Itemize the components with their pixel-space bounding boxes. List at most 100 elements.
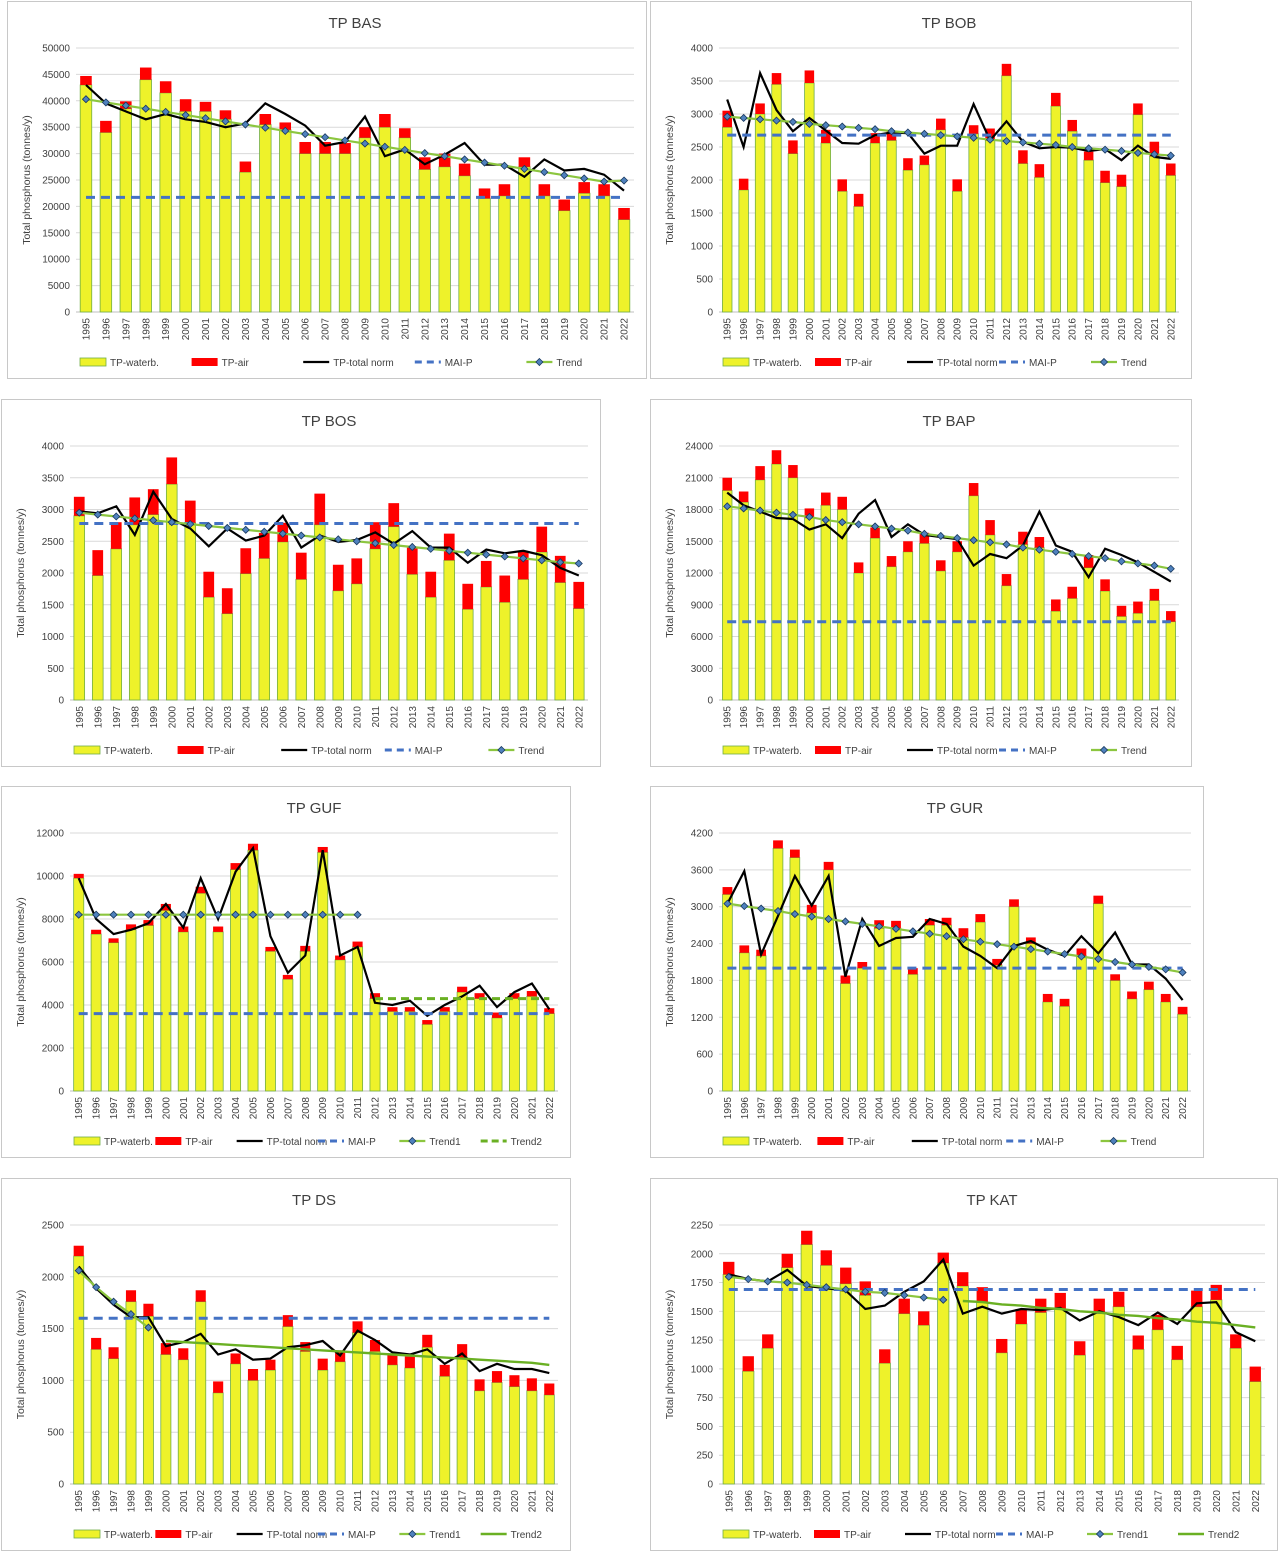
legend-label: TP-total norm xyxy=(942,1137,1003,1148)
x-tick-label: 2007 xyxy=(920,318,931,341)
bar-tp-waterb xyxy=(125,929,137,1092)
series-line-trend2 xyxy=(962,1299,1256,1329)
x-tick-label: 2015 xyxy=(1060,1097,1071,1120)
bar-tp-waterb xyxy=(230,869,242,1092)
bar-tp-air xyxy=(788,140,798,154)
bar-tp-waterb xyxy=(902,169,914,313)
trend-marker xyxy=(537,556,546,565)
chart-gur: TP GUR Total phosphorus (tonnes/y) 0 600 120… xyxy=(664,800,1191,1148)
y-tick-label: 9000 xyxy=(691,600,714,611)
bar-tp-air xyxy=(480,560,492,587)
bar-tp-air xyxy=(1116,174,1127,187)
x-tick-label: 2014 xyxy=(405,1490,416,1513)
legend-label: TP-air xyxy=(222,358,250,369)
bar-tp-waterb xyxy=(404,1011,416,1092)
trend-marker xyxy=(969,536,978,545)
y-tick-label: 20000 xyxy=(42,202,70,213)
chart-panel-ds: TP DS Total phosphorus (tonnes/y) 0 500 1000… xyxy=(1,1178,571,1551)
legend-label: MAI-P xyxy=(1026,1530,1054,1541)
bar-tp-waterb xyxy=(804,517,815,701)
trend-marker xyxy=(821,516,830,525)
bar-tp-waterb xyxy=(108,942,120,1092)
bar-tp-waterb xyxy=(478,198,491,313)
bar-tp-air xyxy=(738,178,749,190)
x-tick-label: 1998 xyxy=(130,706,141,729)
legend-label: Trend1 xyxy=(429,1530,461,1541)
bar-tp-waterb xyxy=(919,164,930,313)
bar-tp-waterb xyxy=(247,1379,259,1485)
legend-tp-waterb: TP-waterb. xyxy=(722,1136,802,1148)
bar-tp-waterb xyxy=(1132,612,1144,701)
x-tick-label: 2017 xyxy=(520,318,531,341)
series-line-trend xyxy=(79,511,579,565)
trend-marker xyxy=(1043,947,1052,956)
x-tick-label: 2010 xyxy=(336,1097,347,1120)
y-tick-label: 10000 xyxy=(42,255,70,266)
bar-tp-air xyxy=(299,141,311,154)
trend-marker xyxy=(790,910,799,919)
trend-marker xyxy=(144,910,153,919)
y-tick-label: 1000 xyxy=(42,632,65,643)
bar-tp-air xyxy=(1042,993,1053,1002)
trend-marker xyxy=(1161,965,1170,974)
legend-label: TP-air xyxy=(847,1137,875,1148)
bar-tp-waterb xyxy=(840,983,851,1092)
bar-tp-air xyxy=(352,941,363,947)
trend-marker xyxy=(1002,136,1011,146)
y-tick-label: 0 xyxy=(58,696,64,707)
y-tick-label: 40000 xyxy=(42,96,70,107)
legend-mai-p: MAI-P xyxy=(318,1137,376,1148)
bar-tp-air xyxy=(886,556,897,567)
y-tick-label: 2500 xyxy=(691,143,714,154)
bar-tp-air xyxy=(439,1007,450,1012)
bar-tp-waterb xyxy=(1067,597,1078,701)
bar-tp-waterb xyxy=(890,927,902,1092)
x-tick-label: 2011 xyxy=(353,1490,364,1512)
y-tick-label: 500 xyxy=(47,664,64,675)
legend-swatch xyxy=(722,745,750,755)
y-tick-label: 0 xyxy=(64,308,70,319)
x-tick-label: 2008 xyxy=(301,1097,312,1120)
bar-tp-air xyxy=(240,548,252,574)
x-tick-label: 2010 xyxy=(352,706,363,729)
bar-tp-waterb xyxy=(1050,105,1061,313)
x-tick-label: 2001 xyxy=(824,1097,835,1120)
x-tick-label: 2021 xyxy=(1150,706,1161,729)
bar-tp-waterb xyxy=(119,108,133,313)
x-tick-label: 2005 xyxy=(249,1097,260,1120)
bar-tp-waterb xyxy=(1151,1329,1164,1485)
x-tick-label: 2017 xyxy=(482,706,493,729)
legend-trend: Trend xyxy=(526,357,582,369)
y-tick-label: 0 xyxy=(58,1087,64,1098)
bar-tp-air xyxy=(1051,92,1061,107)
y-axis-label: Total phosphorus (tonnes/y) xyxy=(664,115,676,245)
bar-tp-waterb xyxy=(279,129,292,313)
trend-marker xyxy=(74,910,83,919)
bar-tp-waterb xyxy=(837,190,848,313)
bar-tp-air xyxy=(332,564,344,591)
x-tick-label: 2011 xyxy=(1036,1490,1047,1512)
bar-tp-waterb xyxy=(1149,600,1160,701)
bar-tp-air xyxy=(1100,170,1110,183)
x-tick-label: 2007 xyxy=(297,706,308,729)
trend-marker xyxy=(925,929,934,938)
bar-tp-air xyxy=(1127,991,1137,999)
chart-title: TP GUR xyxy=(927,800,984,817)
bar-tp-waterb xyxy=(212,931,224,1092)
series-line-trend xyxy=(85,98,625,183)
bar-tp-air xyxy=(221,588,233,614)
bar-tp-air xyxy=(388,503,400,527)
x-tick-label: 2011 xyxy=(353,1097,364,1119)
bar-tp-air xyxy=(369,1339,381,1352)
x-tick-label: 2014 xyxy=(1043,1097,1054,1120)
x-tick-label: 2006 xyxy=(266,1490,277,1513)
x-tick-label: 2009 xyxy=(318,1097,329,1120)
trend-marker xyxy=(969,133,978,142)
y-tick-label: 2500 xyxy=(42,537,65,548)
x-tick-label: 1998 xyxy=(127,1490,138,1513)
bar-tp-waterb xyxy=(1116,615,1127,701)
y-tick-label: 500 xyxy=(696,275,713,286)
legend-swatch xyxy=(722,1529,750,1539)
x-tick-label: 2013 xyxy=(408,706,419,729)
x-tick-label: 2022 xyxy=(1178,1097,1189,1120)
